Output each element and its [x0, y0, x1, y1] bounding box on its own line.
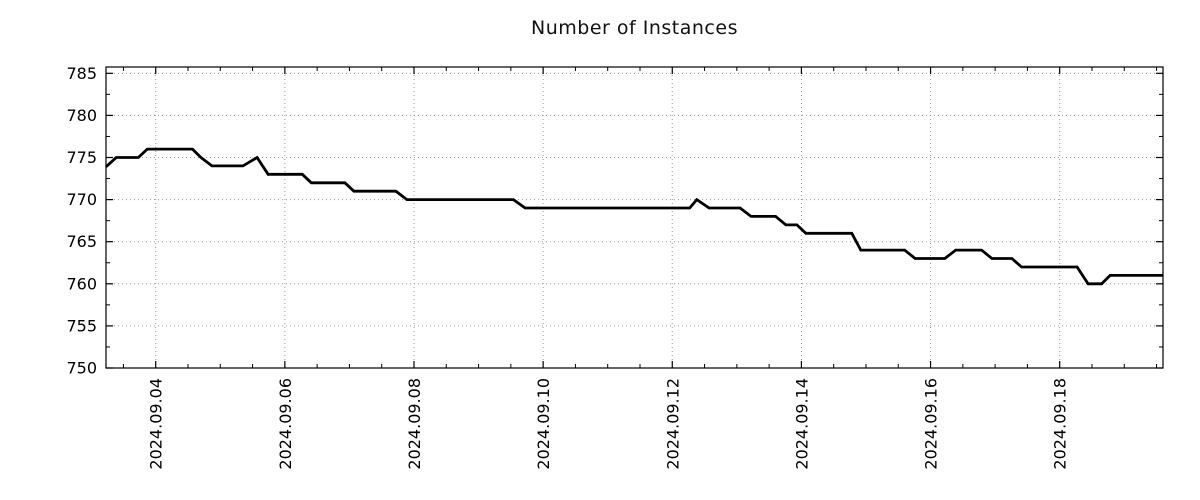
x-tick-label: 2024.09.18	[1051, 378, 1070, 470]
y-tick-label: 760	[66, 274, 97, 293]
y-tick-label: 775	[66, 148, 97, 167]
x-tick-label: 2024.09.04	[147, 378, 166, 470]
y-tick-label: 780	[66, 106, 97, 125]
x-tick-label: 2024.09.12	[663, 378, 682, 470]
y-tick-label: 750	[66, 359, 97, 378]
x-tick-label: 2024.09.10	[534, 378, 553, 470]
y-tick-label: 785	[66, 64, 97, 83]
chart-title: Number of Instances	[531, 17, 738, 39]
x-tick-label: 2024.09.08	[405, 378, 424, 470]
series-line	[105, 147, 1163, 286]
y-tick-label: 765	[66, 232, 97, 251]
x-tick-label: 2024.09.14	[792, 378, 811, 470]
plot-border	[105, 66, 1164, 369]
y-tick-label: 770	[66, 190, 97, 209]
x-tick-label: 2024.09.16	[922, 378, 941, 470]
y-tick-label: 755	[66, 316, 97, 335]
x-tick-label: 2024.09.06	[276, 378, 295, 470]
